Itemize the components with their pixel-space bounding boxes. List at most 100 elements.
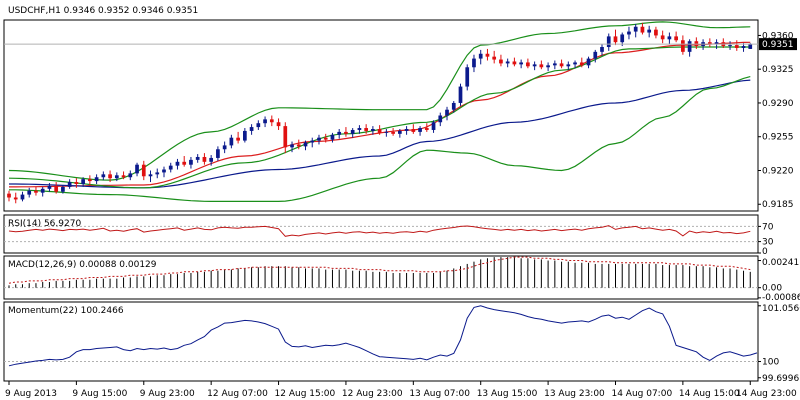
candle-body [303,142,308,147]
candle-body [627,31,631,35]
momentum-tick-label: 101.0566 [762,304,800,314]
candle-body [350,129,355,134]
candle-body [566,64,571,67]
candle-body [552,63,557,66]
rsi-line [8,225,751,237]
candle-body [377,129,382,133]
candle-body [478,53,483,59]
time-tick-label: 12 Aug 23:00 [342,389,403,399]
candle-body [586,58,591,66]
candle-body [135,164,139,174]
candle-body [317,137,321,141]
candle-body [593,51,598,59]
candle-body [546,65,550,68]
time-tick-label: 12 Aug 15:00 [275,389,336,399]
candle-body [148,174,153,177]
macd-tick-label: 0.00241 [762,258,799,268]
candle-body [714,42,719,45]
candle-body [74,182,79,184]
candle-body [451,102,456,110]
last-price-box [759,38,797,51]
candle-body [290,144,294,148]
candle-body [445,109,449,116]
candle-body [7,193,11,198]
candle-body [472,58,476,68]
candle-body [263,119,267,124]
band_mid-line [8,46,751,189]
rsi-tick-label: 30 [762,238,774,248]
candle-body [492,56,497,60]
candle-body [505,61,510,64]
candle-body [189,159,193,165]
last-price-label: 0.9351 [762,40,794,50]
ma_fast-line [9,41,751,188]
candle-body [54,185,59,192]
candle-body [276,122,281,127]
candle-body [108,174,112,179]
candle-body [748,44,753,49]
candle-body [539,64,544,68]
candle-body [61,186,65,192]
macd-pane: MACD(12,26,9) 0.00088 0.00129 0.00241 0.00… [3,255,800,303]
rsi-tick-label: 0 [762,247,768,257]
candle-body [526,62,530,67]
price-tick-label: 0.9325 [762,65,794,75]
candle-body [175,161,180,166]
candle-body [499,59,503,64]
candle-body [162,169,166,173]
candle-body [249,127,254,131]
candle-body [141,164,146,177]
candle-body [114,175,119,179]
candle-body [128,173,133,178]
candle-body [431,122,436,130]
candle-body [40,188,45,193]
time-tick-label: 13 Aug 23:00 [544,389,605,399]
candle-body [606,36,611,48]
candle-body [640,26,645,33]
macd-tick-label: -0.00086 [762,293,800,303]
candle-body [94,177,99,182]
price-tick-label: 0.9360 [762,31,794,41]
time-axis: 9 Aug 2013 9 Aug 15:00 9 Aug 23:00 12 Aug 0… [5,381,797,399]
candle-body [195,156,200,160]
rsi-tick-label: 70 [762,222,774,232]
candle-body [27,190,32,195]
candle-body [532,64,537,67]
main-pane-frame [3,19,759,212]
candle-body [209,157,214,162]
candle-body [229,137,234,146]
candle-body [458,86,463,103]
candle-body [202,156,207,162]
rsi-title: RSI(14) 56.9270 [8,219,81,229]
candle-body [384,131,389,133]
candle-body [687,41,692,52]
macd-tick-label: 0.00 [762,284,782,294]
candle-body [236,137,240,141]
momentum-pane: Momentum(22) 100.2466 101.0566 100 99.6996 [3,301,800,384]
candle-body [344,131,348,134]
candle-body [660,35,665,40]
candle-body [216,149,220,158]
rsi-pane-frame [3,214,759,254]
price-tick-label: 0.9290 [762,99,794,109]
main-title: USDCHF,H1 0.9346 0.9352 0.9346 0.9351 [8,6,198,16]
candle-body [728,45,732,47]
main-price-pane: USDCHF,H1 0.9346 0.9352 0.9346 0.9351 0.9… [3,6,797,212]
time-tick-label: 12 Aug 07:00 [207,389,268,399]
candle-body [579,62,584,66]
candle-body [519,62,523,65]
candle-body [741,46,746,48]
candle-body [404,129,409,131]
candle-body [88,179,92,182]
momentum-tick-label: 100 [762,358,779,368]
candle-body [34,190,38,193]
candle-body [256,123,261,128]
candle-body [168,165,173,170]
candle-body [411,129,416,132]
time-tick-label: 9 Aug 2013 [5,389,57,399]
candle-body [323,137,328,140]
candle-body [47,185,52,189]
candle-body [337,131,342,135]
price-tick-label: 0.9255 [762,133,794,143]
